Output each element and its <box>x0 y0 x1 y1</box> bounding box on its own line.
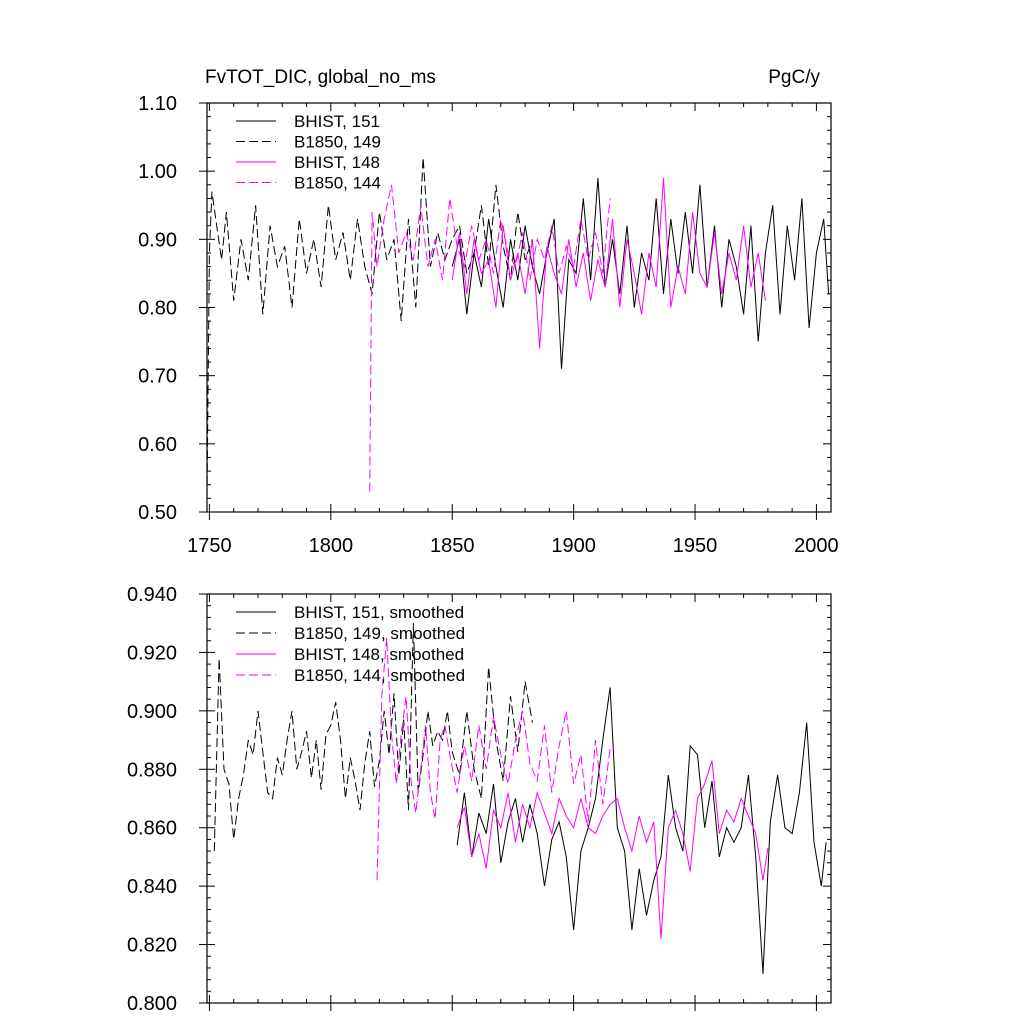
top-series-group <box>207 157 830 499</box>
top-y-tick-label: 1.10 <box>138 93 177 115</box>
top-legend-label-4: B1850, 144 <box>294 174 381 193</box>
bottom-legend-label-2: B1850, 149, smoothed <box>294 624 465 643</box>
bottom-y-tick-label: 0.840 <box>127 876 177 898</box>
top-x-tick-label: 1950 <box>673 535 718 557</box>
top-x-tick-label: 1800 <box>309 535 354 557</box>
top-x-tick-label: 1850 <box>430 535 475 557</box>
bottom-series-line-4 <box>376 637 611 881</box>
top-legend-label-1: BHIST, 151 <box>294 112 380 131</box>
top-series-line-4 <box>369 184 611 492</box>
top-y-tick-label: 0.50 <box>138 502 177 524</box>
top-y-tick-label: 0.80 <box>138 298 177 320</box>
bottom-legend-label-4: B1850, 144, smoothed <box>294 666 465 685</box>
bottom-series-line-1 <box>456 687 827 974</box>
top-legend-label-2: B1850, 149 <box>294 133 381 152</box>
bottom-y-tick-label: 0.860 <box>127 818 177 840</box>
top-legend-label-3: BHIST, 148 <box>294 153 380 172</box>
bottom-legend-label-1: BHIST, 151, smoothed <box>294 603 464 622</box>
bottom-y-tick-label: 0.940 <box>127 584 177 606</box>
bottom-series-group <box>213 623 827 974</box>
bottom-y-tick-label: 0.920 <box>127 642 177 664</box>
bottom-series-line-2 <box>213 623 533 852</box>
top-series-line-2 <box>207 157 533 499</box>
bottom-y-tick-label: 0.800 <box>127 993 177 1015</box>
top-y-tick-label: 0.60 <box>138 434 177 456</box>
bottom-panel-plot-area: 0.800 0.820 0.840 0.860 0.880 0.900 0.920 0.940… <box>127 584 831 1015</box>
top-panel: FvTOT_DIC, global_no_ms PgC/y 1750 1800 18… <box>138 67 839 557</box>
top-panel-title: FvTOT_DIC, global_no_ms <box>205 67 436 88</box>
top-series-line-3 <box>451 177 766 349</box>
bottom-panel: 0.800 0.820 0.840 0.860 0.880 0.900 0.920 0.940… <box>127 584 832 1015</box>
top-y-tick-label: 0.90 <box>138 229 177 251</box>
top-panel-plot-area: 1750 1800 1850 1900 1950 2000 0.50 0.60 0.70 0.80… <box>138 93 839 557</box>
bottom-y-tick-label: 0.900 <box>127 701 177 723</box>
top-x-tick-label: 1900 <box>551 535 596 557</box>
bottom-series-line-3 <box>456 760 769 939</box>
top-x-tick-label: 2000 <box>794 535 839 557</box>
bottom-panel-frame <box>206 593 832 1004</box>
bottom-legend-label-3: BHIST, 148, smoothed <box>294 645 464 664</box>
bottom-y-tick-label: 0.880 <box>127 759 177 781</box>
top-panel-units: PgC/y <box>768 67 820 88</box>
bottom-y-tick-label: 0.820 <box>127 935 177 957</box>
top-y-tick-label: 1.00 <box>138 161 177 183</box>
top-y-tick-label: 0.70 <box>138 366 177 388</box>
top-x-tick-label: 1750 <box>187 535 232 557</box>
